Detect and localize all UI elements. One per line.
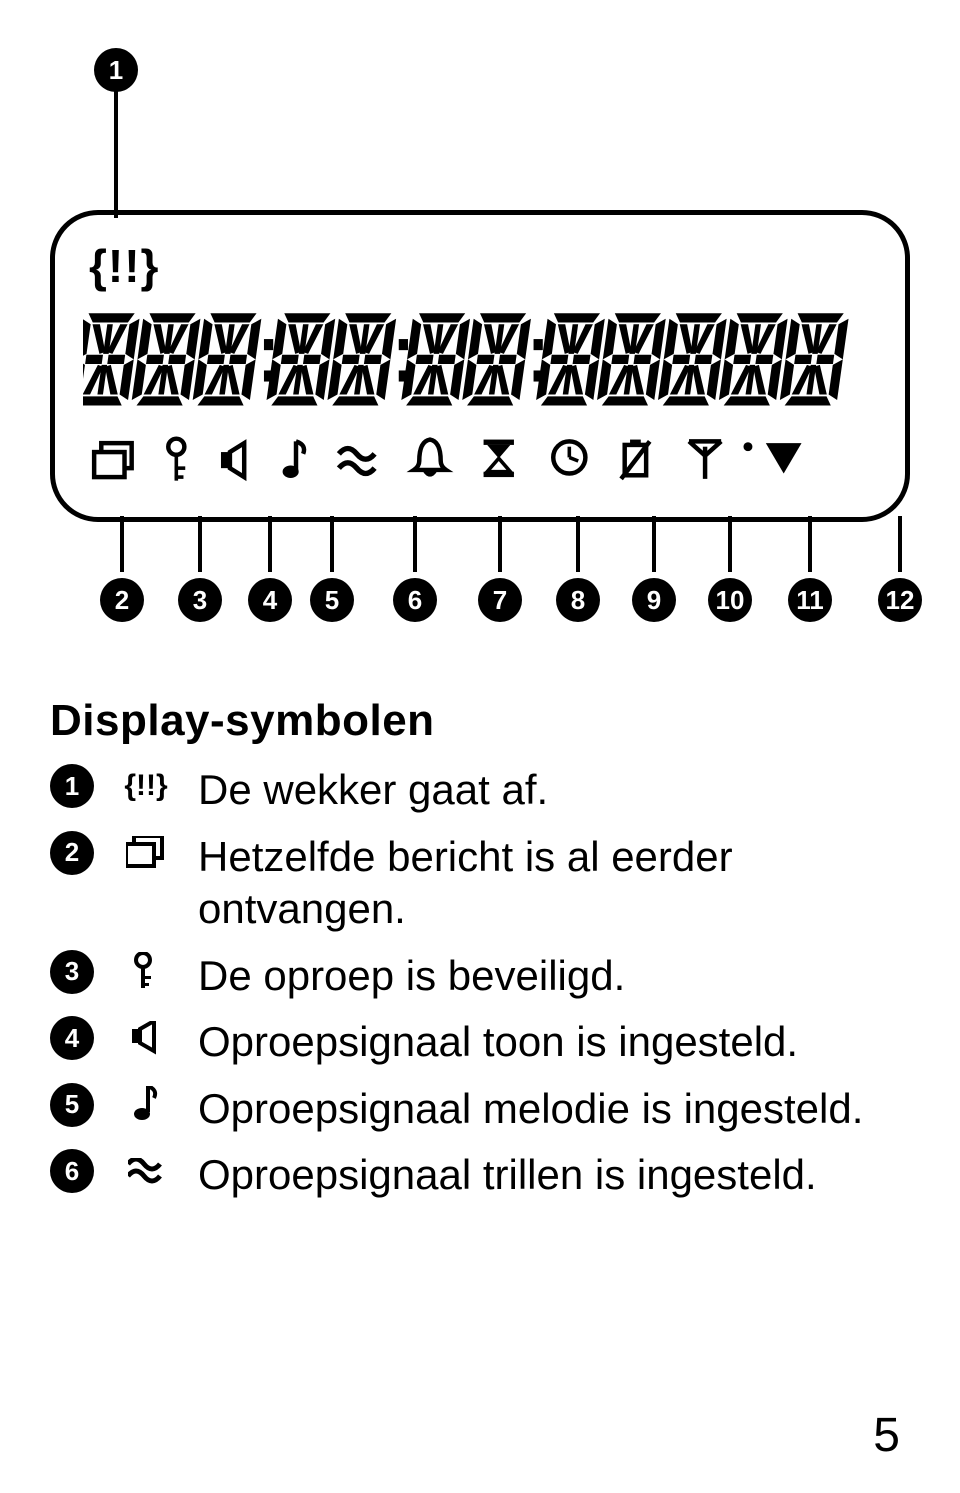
callout-3: 3 (178, 516, 222, 622)
callout-10: 10 (708, 516, 752, 622)
callout-badge: 3 (178, 578, 222, 622)
legend-text: Oproepsignaal trillen is ingesteld. (198, 1149, 910, 1202)
triangle-down-icon (766, 443, 802, 473)
key-icon (118, 950, 174, 994)
legend-row: 1 {!!} De wekker gaat af. (50, 764, 910, 817)
display-icon-row (83, 433, 877, 489)
legend-badge: 6 (50, 1149, 94, 1193)
callout-stem (808, 516, 812, 572)
legend-text: Oproepsignaal melodie is ingesteld. (198, 1083, 910, 1136)
page-number: 5 (873, 1408, 900, 1463)
segment-digits-row (83, 309, 877, 419)
legend-badge: 1 (50, 764, 94, 808)
legend-row: 4 Oproepsignaal toon is ingesteld. (50, 1016, 910, 1069)
legend-text: De wekker gaat af. (198, 764, 910, 817)
battery-icon (621, 440, 650, 479)
callout-6: 6 (393, 516, 437, 622)
legend-text: Hetzelfde bericht is al eerder ontvangen… (198, 831, 910, 936)
bell-icon (414, 440, 446, 475)
callout-8: 8 (556, 516, 600, 622)
callout-badge: 6 (393, 578, 437, 622)
callout-badge: 8 (556, 578, 600, 622)
antenna-icon (689, 441, 721, 479)
music-note-icon (283, 441, 304, 478)
legend-badge: 3 (50, 950, 94, 994)
callout-2: 2 (100, 516, 144, 622)
key-icon (168, 439, 185, 481)
callout-badge-1: 1 (94, 48, 138, 92)
legend-text: De oproep is beveiligd. (198, 950, 910, 1003)
callout-stem (198, 516, 202, 572)
callout-5: 5 (310, 516, 354, 622)
callouts-bottom: 23456789101112 (50, 516, 910, 666)
callout-top: 1 (50, 40, 910, 210)
vibrate-icon (118, 1149, 174, 1193)
dot-icon (743, 442, 752, 451)
callout-stem (898, 516, 902, 572)
legend-badge: 5 (50, 1083, 94, 1127)
callout-11: 11 (788, 516, 832, 622)
speaker-icon (221, 443, 244, 477)
callout-badge: 5 (310, 578, 354, 622)
callout-7: 7 (478, 516, 522, 622)
callout-stem (413, 516, 417, 572)
callout-badge: 10 (708, 578, 752, 622)
callout-9: 9 (632, 516, 676, 622)
legend-list: 1 {!!} De wekker gaat af. 2 Hetzelfde berich… (50, 764, 910, 1202)
callout-badge: 9 (632, 578, 676, 622)
segment-digits-svg (83, 309, 877, 419)
music-note-icon (118, 1083, 174, 1127)
legend-row: 2 Hetzelfde bericht is al eerder ontvange… (50, 831, 910, 936)
callout-stem (728, 516, 732, 572)
display-icons-svg (87, 433, 873, 489)
callout-badge: 2 (100, 578, 144, 622)
legend-badge: 2 (50, 831, 94, 875)
legend-badge: 4 (50, 1016, 94, 1060)
callout-badge: 12 (878, 578, 922, 622)
lcd-display-frame: {!!} (50, 210, 910, 522)
callout-stem (652, 516, 656, 572)
callout-stem (498, 516, 502, 572)
manual-page: 1 {!!} (0, 0, 960, 1493)
legend-row: 5 Oproepsignaal melodie is ingesteld. (50, 1083, 910, 1136)
alarm-glyph: {!!} (83, 239, 877, 293)
callout-stem (120, 516, 124, 572)
callout-badge: 4 (248, 578, 292, 622)
vibrate-icon (339, 448, 375, 473)
clock-icon (553, 441, 585, 473)
legend-text: Oproepsignaal toon is ingesteld. (198, 1016, 910, 1069)
callout-12: 12 (878, 516, 922, 622)
callout-stem (268, 516, 272, 572)
legend-row: 3 De oproep is beveiligd. (50, 950, 910, 1003)
callout-4: 4 (248, 516, 292, 622)
alarm-small: {!!} (118, 764, 174, 808)
callout-stem (330, 516, 334, 572)
section-title: Display-symbolen (50, 696, 910, 746)
callout-stem (576, 516, 580, 572)
callout-stem-1 (114, 88, 118, 218)
callout-badge: 7 (478, 578, 522, 622)
hourglass-icon (484, 440, 514, 478)
duplicate-icon (118, 831, 174, 875)
speaker-icon (118, 1016, 174, 1060)
callout-badge: 11 (788, 578, 832, 622)
legend-row: 6 Oproepsignaal trillen is ingesteld. (50, 1149, 910, 1202)
duplicate-icon (94, 443, 132, 477)
